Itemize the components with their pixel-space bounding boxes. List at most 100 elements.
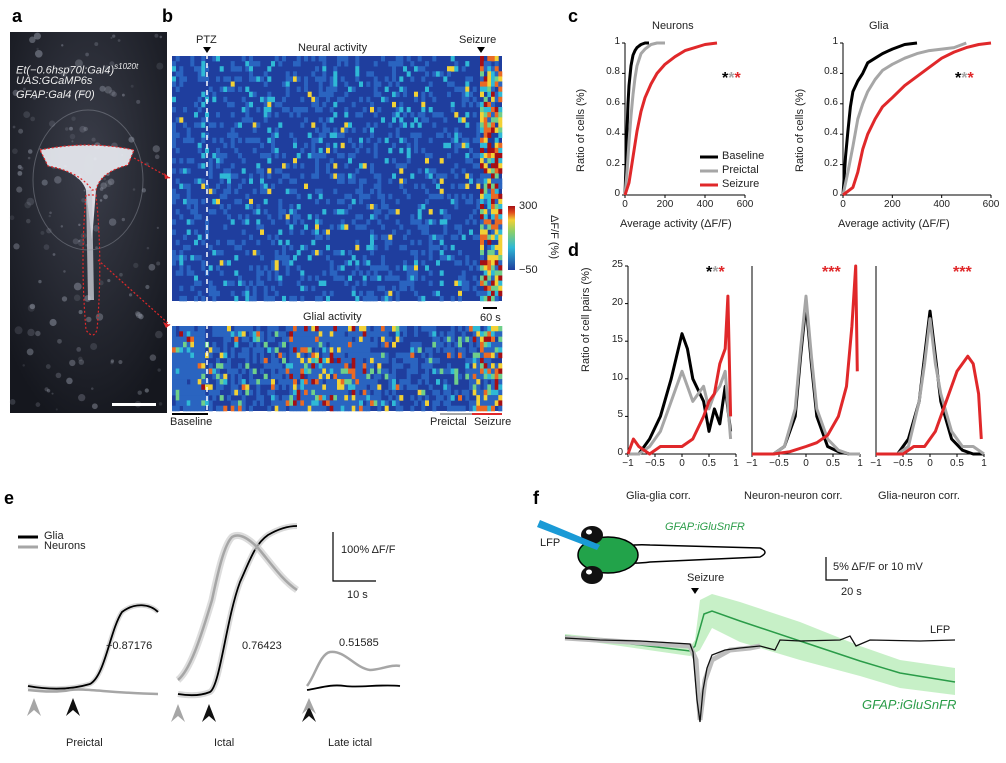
panel-label-c: c	[568, 6, 579, 26]
e-late-glia	[306, 684, 401, 691]
c-xlabel-2: Average activity (ΔF/F)	[838, 218, 950, 230]
series-d-glia-neuron-seizure	[876, 354, 983, 456]
ytick-c-glia-2: 0.4	[824, 127, 838, 139]
c-glia-title: Glia	[869, 20, 889, 32]
c-neurons-title: Neurons	[652, 20, 694, 32]
e-label-preictal: Preictal	[66, 737, 103, 749]
glial-heatmap	[172, 326, 503, 412]
f-lfp-label: LFP	[540, 537, 561, 549]
series-d-neuron-neuron-baseline	[752, 302, 860, 456]
e-legend-glia: Glia	[44, 530, 64, 542]
seizure-label: Seizure	[459, 34, 497, 46]
panel-label-e: e	[4, 488, 15, 508]
e-arrow-black-3	[302, 706, 316, 722]
xtick-d-neuron-neuron-1: −0.5	[769, 458, 789, 469]
c-ylabel-1: Ratio of cells (%)	[575, 88, 587, 172]
time-scale-label: 60 s	[480, 312, 501, 324]
e-scale-x: 10 s	[347, 589, 368, 601]
ytick-c-glia-0: 0	[832, 188, 838, 199]
series-c-neurons-seizure	[623, 41, 718, 196]
ytick-d-glia-glia-3: 15	[611, 334, 623, 346]
seizure-arrow	[477, 47, 485, 53]
e-arrow-black-2	[202, 704, 216, 722]
xtick-c-glia-2: 400	[933, 199, 950, 210]
colorbar-max: 300	[519, 200, 538, 212]
xtick-c-neurons-1: 200	[656, 199, 674, 210]
ytick-c-neurons-2: 0.4	[606, 127, 620, 139]
series-d-glia-glia-preictal	[628, 369, 733, 456]
e-arrow-black-1	[66, 698, 80, 716]
neural-title: Neural activity	[298, 42, 368, 54]
ytick-c-glia-1: 0.2	[824, 157, 838, 169]
xtick-d-neuron-neuron-2: 0	[803, 458, 809, 469]
xtick-d-glia-glia-3: 0.5	[702, 458, 716, 469]
e-scalebar	[332, 532, 376, 582]
f-glu-sem	[565, 594, 955, 695]
ytick-d-glia-glia-2: 10	[611, 371, 623, 383]
panel-label-a: a	[12, 6, 23, 26]
e-arrow-grey-3	[302, 698, 316, 714]
f-seizure-arrow	[691, 588, 699, 594]
colorbar-label: ΔF/F (%)	[548, 215, 560, 260]
d-title-1: Glia-glia corr.	[626, 490, 691, 502]
c-legend-preictal: Preictal	[722, 164, 759, 176]
colorbar-min: −50	[519, 264, 538, 276]
f-trace-lfp-label: LFP	[930, 624, 951, 636]
xtick-d-glia-neuron-3: 0.5	[950, 458, 964, 469]
ytick-c-neurons-3: 0.6	[606, 96, 620, 108]
e-label-late: Late ictal	[328, 737, 373, 749]
xtick-d-glia-glia-1: −0.5	[645, 458, 665, 469]
ytick-d-glia-glia-5: 25	[611, 259, 623, 270]
series-c-glia-preictal	[841, 41, 967, 196]
f-glu-trace	[564, 610, 956, 683]
ytick-d-glia-glia-4: 20	[611, 296, 623, 308]
time-scalebar	[483, 307, 497, 309]
xtick-d-glia-neuron-1: −0.5	[893, 458, 913, 469]
xtick-c-glia-3: 600	[982, 199, 1000, 210]
c-stars-neurons: ***	[722, 70, 741, 87]
panel-label-f: f	[533, 488, 539, 508]
xtick-c-glia-0: 0	[840, 199, 846, 210]
glial-title: Glial activity	[303, 311, 362, 323]
e-late-neurons	[305, 650, 401, 687]
e-scale-y: 100% ΔF/F	[341, 544, 396, 556]
xtick-c-neurons-3: 600	[736, 199, 754, 210]
colorbar	[508, 206, 515, 270]
series-d-glia-glia-seizure	[626, 294, 733, 456]
c-xlabel-1: Average activity (ΔF/F)	[620, 218, 732, 230]
series-c-neurons-preictal	[623, 41, 665, 196]
xtick-d-glia-glia-2: 0	[679, 458, 685, 469]
e-value-preictal: −0.87176	[106, 640, 153, 652]
c-ylabel-2: Ratio of cells (%)	[794, 88, 806, 172]
axis-c-glia	[842, 43, 991, 196]
f-construct-label: GFAP:iGluSnFR	[665, 521, 745, 533]
e-legend-neurons: Neurons	[44, 540, 86, 552]
c-legend-seizure: Seizure	[722, 178, 760, 190]
xtick-d-glia-neuron-4: 1	[981, 458, 987, 469]
transgene-line-2: UAS:GCaMP6s	[16, 75, 93, 87]
neural-heatmap	[172, 56, 503, 302]
e-ictal-glia	[177, 525, 298, 697]
xtick-d-glia-glia-0: −1	[622, 458, 634, 469]
xtick-d-glia-neuron-2: 0	[927, 458, 933, 469]
transgene-superscript: s1020t	[114, 62, 139, 71]
ytick-c-glia-4: 0.8	[824, 66, 838, 78]
transgene-line-3: GFAP:Gal4 (F0)	[16, 89, 95, 101]
series-c-neurons-baseline	[623, 41, 649, 196]
ytick-c-glia-3: 0.6	[824, 96, 838, 108]
d-stars-3: ***	[953, 264, 972, 281]
ytick-c-neurons-1: 0.2	[606, 157, 620, 169]
xtick-c-neurons-2: 400	[696, 199, 714, 210]
xtick-c-glia-1: 200	[883, 199, 901, 210]
panel-label-b: b	[162, 6, 173, 26]
preictal-bar	[440, 413, 472, 415]
e-arrow-grey-1	[27, 698, 41, 716]
e-value-late: 0.51585	[339, 637, 379, 649]
d-stars-1: ***	[706, 264, 725, 281]
ytick-c-neurons-0: 0	[614, 188, 620, 199]
e-ictal-neurons	[177, 534, 298, 681]
e-value-ictal: 0.76423	[242, 640, 282, 652]
ytick-c-neurons-4: 0.8	[606, 66, 620, 78]
d-title-2: Neuron-neuron corr.	[744, 490, 843, 502]
